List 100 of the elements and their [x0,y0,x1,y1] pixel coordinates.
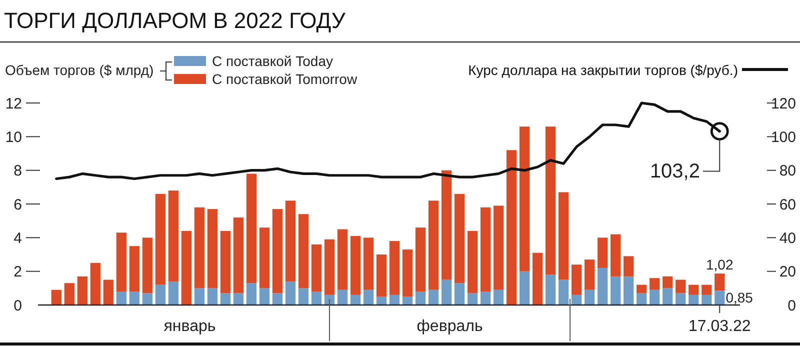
bar [142,238,152,294]
bar [129,246,140,292]
bar [598,238,608,268]
bar [519,126,530,272]
bar [676,293,686,305]
bar [650,278,660,290]
bar [584,290,595,305]
bar [142,293,152,305]
bar [285,281,296,305]
y-tick-label: 4 [14,230,22,247]
data-label: 103,2 [650,160,700,182]
bar [337,229,348,290]
bar [64,283,74,305]
bar [610,234,621,276]
bar [363,238,374,290]
text: февраль [416,318,483,335]
y-tick-label: 2 [14,264,22,281]
bar [676,280,686,294]
bar [194,207,204,288]
y2-tick-label: 60 [779,196,796,214]
bar [298,214,309,288]
bar [598,268,608,305]
bar [480,207,491,292]
bar [636,293,647,305]
bar [129,292,140,305]
bar [259,288,270,305]
bar [155,284,166,305]
x-tick-label: 17.03.22 [688,318,751,335]
legend-label: С поставкой Today [212,53,333,69]
bar [272,293,283,305]
bar [207,288,218,305]
bar [428,200,439,290]
bar [168,190,178,282]
bar [454,283,465,305]
bar [324,239,335,295]
bar [584,260,595,290]
y2-tick-label: 40 [779,230,796,247]
bar [662,288,673,305]
bar [233,293,244,305]
y2-tick-label: 120 [770,95,796,112]
bar [650,290,660,305]
y2-tick-label: 0 [788,297,796,314]
y-axis-title: Объем торгов ($ млрд) [5,62,154,78]
bar [116,292,126,305]
y-tick-label: 12 [5,95,22,112]
bar [389,241,400,295]
bar [246,174,257,284]
bar [272,209,283,294]
data-label: 1,02 [706,256,734,273]
bar [493,290,504,305]
bar [311,244,322,292]
bar [337,290,348,305]
bar [428,290,439,305]
bar [558,192,569,280]
bar [220,293,231,305]
bar [311,292,322,305]
bar [363,290,374,305]
bar [662,276,673,288]
bar [155,194,166,285]
bar [506,150,517,305]
bar [181,230,192,305]
bar [545,126,556,275]
bar [714,274,725,291]
bar [194,288,204,305]
legend-label: С поставкой Tomorrow [212,71,358,87]
bar [77,276,88,305]
bar [454,194,465,284]
bar [51,290,62,305]
text: Курс доллара на закрытии торгов ($/руб.) [468,62,738,78]
bar [519,271,530,305]
bar [402,296,413,305]
bar [545,274,556,305]
bar [90,262,100,305]
bar [558,280,569,305]
bar [441,280,452,305]
bar [285,200,296,282]
bar [572,264,582,295]
bar [376,296,387,305]
text: январь [164,318,216,335]
y-tick-label: 0 [14,297,22,314]
bar [376,254,387,297]
y2-tick-label: 20 [779,264,796,281]
bar [116,232,126,292]
bar [415,292,426,305]
y-tick-label: 6 [14,196,22,214]
data-label: 0,85 [726,290,754,306]
bar [168,281,178,305]
bar [415,228,426,292]
bar [702,284,712,295]
bar [702,294,712,305]
bar [402,249,413,297]
bar [350,294,361,305]
bar [532,252,543,305]
bar [350,236,361,295]
bar [220,230,231,294]
bar [610,276,621,305]
bar [572,294,582,305]
bar [714,290,725,305]
bar [636,284,647,294]
bar [688,294,699,305]
